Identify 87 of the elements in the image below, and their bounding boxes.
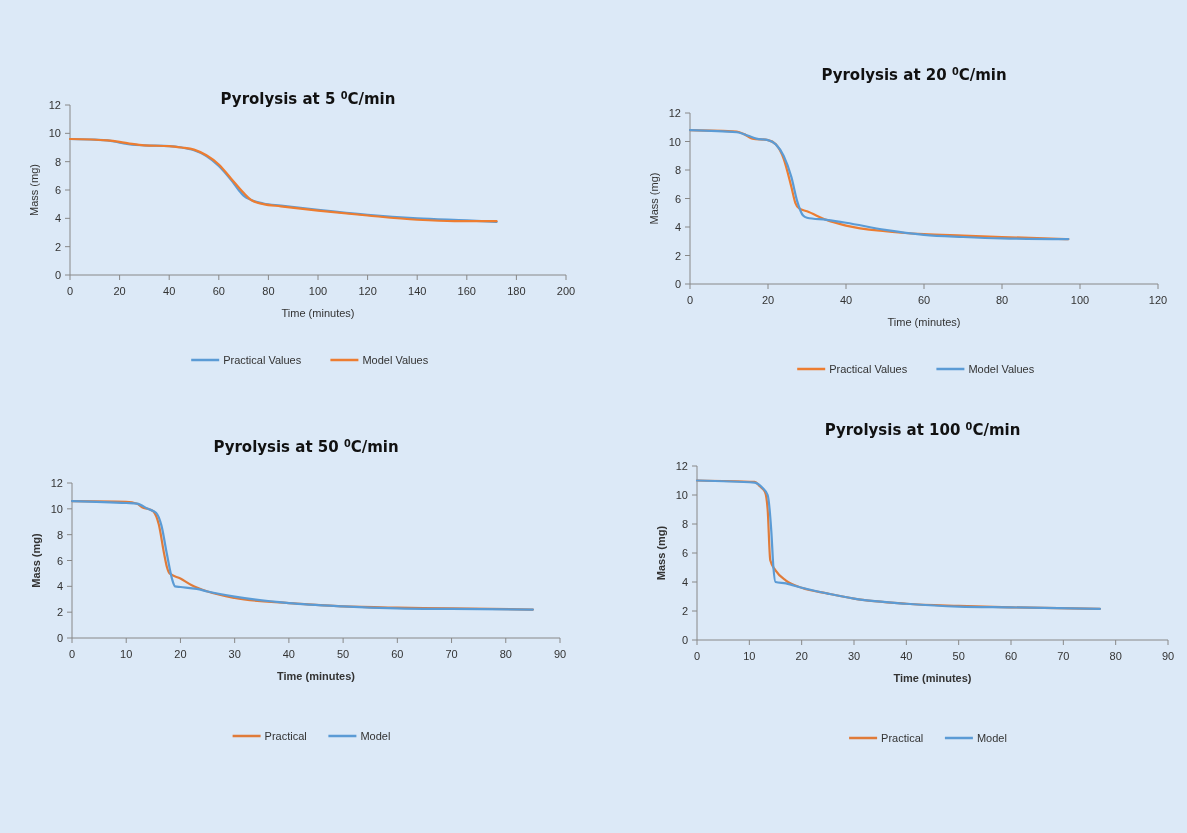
chart-title: Pyrolysis at 100 $^{0}$C/min	[824, 420, 1021, 439]
y-axis-title: Mass (mg)	[655, 525, 667, 581]
legend-label: Practical Values	[223, 354, 302, 366]
y-tick-label: 6	[674, 192, 681, 205]
legend-label: Model Values	[968, 363, 1035, 375]
y-tick-label: 10	[48, 127, 61, 140]
legend-label: Model Values	[362, 354, 429, 366]
y-axis-title: Mass (mg)	[28, 164, 40, 216]
x-tick-label: 40	[839, 294, 853, 306]
x-tick-label: 100	[1070, 294, 1090, 306]
chart-title: Pyrolysis at 50 $^{0}$C/min	[213, 437, 399, 456]
y-tick-label: 10	[668, 135, 681, 148]
x-tick-label: 20	[113, 285, 126, 297]
x-tick-label: 100	[308, 285, 328, 297]
x-tick-label: 10	[120, 648, 133, 660]
line-series	[695, 479, 1102, 610]
legend-label: Model	[976, 732, 1007, 744]
x-tick-label: 30	[228, 648, 241, 660]
line-series	[68, 137, 498, 223]
x-tick-label: 200	[556, 285, 576, 297]
x-tick-label: 80	[499, 648, 512, 660]
y-tick-label: 12	[675, 460, 688, 472]
line-series	[70, 499, 534, 611]
x-tick-label: 20	[761, 294, 775, 306]
x-tick-label: 90	[553, 648, 567, 660]
x-tick-label: 70	[1057, 650, 1070, 662]
x-tick-label: 40	[282, 648, 296, 660]
y-tick-label: 2	[674, 249, 681, 262]
y-tick-label: 6	[54, 184, 61, 196]
x-tick-label: 50	[952, 650, 965, 662]
y-tick-label: 2	[56, 606, 63, 619]
x-tick-label: 30	[847, 650, 861, 662]
x-tick-label: 10	[743, 650, 756, 662]
y-tick-label: 10	[675, 489, 688, 501]
x-tick-label: 120	[1148, 294, 1168, 306]
y-tick-label: 12	[50, 477, 63, 489]
y-tick-label: 8	[56, 528, 63, 541]
y-tick-label: 0	[56, 632, 63, 644]
legend-label: Practical	[881, 732, 924, 744]
x-tick-label: 40	[163, 285, 176, 297]
x-tick-label: 60	[391, 648, 404, 660]
x-tick-label: 20	[174, 648, 187, 660]
x-tick-label: 50	[336, 648, 350, 660]
x-tick-label: 140	[408, 285, 427, 297]
legend-label: Model	[360, 730, 391, 742]
legend-label: Practical Values	[829, 363, 908, 375]
y-tick-label: 8	[681, 518, 688, 530]
y-tick-label: 0	[681, 634, 688, 646]
y-tick-label: 4	[56, 580, 63, 593]
y-tick-label: 10	[50, 502, 63, 515]
x-tick-label: 0	[66, 285, 74, 297]
x-tick-label: 0	[693, 650, 701, 662]
y-axis-title: Mass (mg)	[30, 532, 42, 588]
legend-label: Practical	[264, 730, 307, 742]
x-axis-title: Time (minutes)	[887, 316, 961, 328]
chart-title: Pyrolysis at 20 $^{0}$C/min	[821, 65, 1007, 84]
chart-title: Pyrolysis at 5 $^{0}$C/min	[220, 89, 396, 108]
x-tick-label: 60	[917, 294, 931, 306]
x-tick-label: 180	[507, 285, 526, 297]
x-tick-label: 120	[358, 285, 377, 297]
y-axis-title: Mass (mg)	[648, 172, 660, 225]
y-tick-label: 8	[674, 164, 681, 176]
x-axis-title: Time (minutes)	[276, 670, 356, 682]
y-tick-label: 6	[681, 547, 688, 559]
x-axis-title: Time (minutes)	[281, 307, 355, 319]
x-tick-label: 40	[900, 650, 913, 662]
y-tick-label: 4	[674, 221, 681, 233]
y-tick-label: 8	[54, 155, 61, 168]
y-tick-label: 2	[54, 240, 61, 253]
y-tick-label: 12	[668, 107, 681, 119]
x-tick-label: 90	[1161, 650, 1175, 662]
x-tick-label: 80	[1109, 650, 1122, 662]
x-tick-label: 80	[262, 285, 275, 297]
y-tick-label: 2	[681, 605, 688, 617]
y-tick-label: 4	[681, 576, 688, 588]
y-tick-label: 6	[56, 554, 63, 567]
x-tick-label: 60	[1004, 650, 1018, 662]
x-axis-title: Time (minutes)	[893, 672, 972, 684]
y-tick-label: 4	[54, 212, 61, 225]
x-tick-label: 80	[995, 294, 1009, 306]
y-tick-label: 12	[48, 99, 61, 111]
x-tick-label: 70	[445, 648, 458, 660]
x-tick-label: 0	[68, 648, 76, 660]
x-tick-label: 160	[457, 285, 476, 297]
y-tick-label: 0	[54, 269, 61, 281]
x-tick-label: 60	[212, 285, 225, 297]
x-tick-label: 20	[795, 650, 808, 662]
